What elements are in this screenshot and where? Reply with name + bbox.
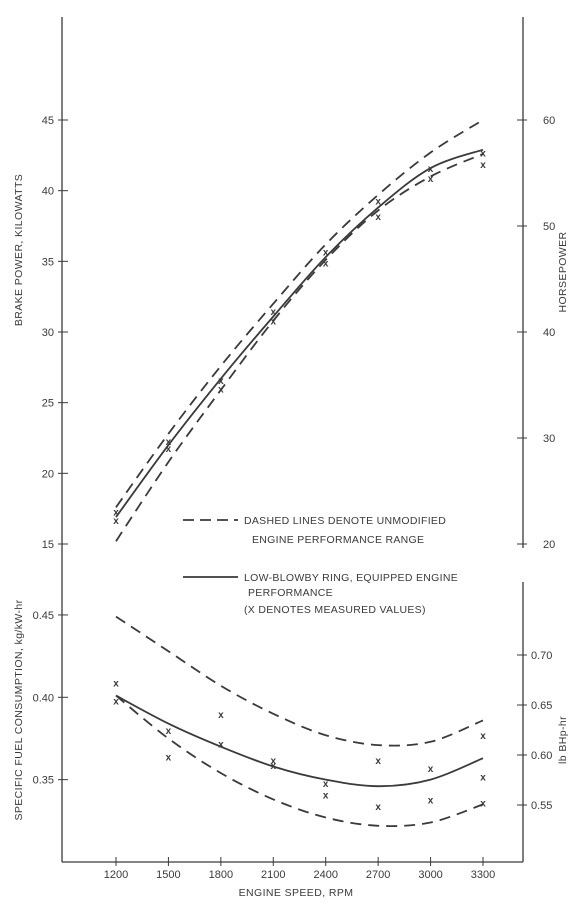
top-right-tick-label: 60	[543, 115, 555, 127]
power-measured-marker: x	[218, 376, 224, 387]
legend-solid-line2: PERFORMANCE	[248, 587, 333, 599]
fuel-measured-marker: x	[480, 799, 486, 810]
fuel-measured-marker: x	[218, 739, 224, 750]
fuel-series-solid-2	[115, 694, 484, 788]
fuel-measured-marker: x	[271, 761, 277, 772]
bottom-ylabel: SPECIFIC FUEL CONSUMPTION, kg/kW-hr	[13, 599, 25, 820]
top-ylabel: BRAKE POWER, KILOWATTS	[13, 174, 25, 326]
x-tick-label: 1500	[156, 869, 180, 881]
legend: DASHED LINES DENOTE UNMODIFIED ENGINE PE…	[183, 515, 458, 616]
power-measured-marker: x	[480, 149, 486, 160]
x-tick-label: 2400	[313, 869, 337, 881]
power-measured-marker: x	[271, 307, 277, 318]
fuel-measured-marker: x	[218, 710, 224, 721]
x-axis-label: ENGINE SPEED, RPM	[239, 887, 354, 899]
power-measured-marker: x	[375, 197, 381, 208]
x-tick-label: 3000	[418, 869, 442, 881]
power-series-solid-2	[115, 148, 484, 518]
fuel-measured-marker: x	[113, 678, 119, 689]
fuel-series-dashed-1	[115, 694, 484, 828]
top-right-tick-label: 50	[543, 221, 555, 233]
fuel-measured-marker: x	[323, 790, 329, 801]
top-left-tick-label: 40	[42, 186, 54, 198]
power-measured-marker: x	[428, 164, 434, 175]
power-measured-marker: x	[113, 516, 119, 527]
power-measured-marker: x	[218, 385, 224, 396]
fuel-measured-marker: x	[428, 764, 434, 775]
fuel-measured-marker: x	[480, 731, 486, 742]
bottom-right-tick-label: 0.70	[531, 650, 552, 662]
power-measured-marker: x	[113, 507, 119, 518]
fuel-measured-marker: x	[375, 756, 381, 767]
fuel-measured-marker: x	[428, 795, 434, 806]
fuel-measured-marker: x	[480, 772, 486, 783]
series-curves	[115, 119, 484, 828]
bottom-right-tick-label: 0.60	[531, 750, 552, 762]
top-right-tick-label: 20	[543, 539, 555, 551]
fuel-measured-marker: x	[323, 779, 329, 790]
fuel-measured-marker: x	[166, 726, 172, 737]
top-right-tick-label: 30	[543, 433, 555, 445]
bottom-left-tick-label: 0.40	[33, 692, 54, 704]
power-measured-marker: x	[428, 174, 434, 185]
top-left-tick-label: 15	[42, 539, 54, 551]
top-right-tick-label: 40	[543, 327, 555, 339]
power-measured-marker: x	[323, 247, 329, 258]
x-tick-label: 3300	[471, 869, 495, 881]
power-measured-marker: x	[375, 212, 381, 223]
power-measured-marker: x	[166, 437, 172, 448]
power-series-dashed-0	[115, 119, 484, 508]
top-left-tick-label: 30	[42, 327, 54, 339]
fuel-measured-marker: x	[375, 802, 381, 813]
top-left-tick-label: 25	[42, 398, 54, 410]
x-tick-label: 2100	[261, 869, 285, 881]
top-left-tick-label: 35	[42, 256, 54, 268]
power-measured-marker: x	[166, 444, 172, 455]
fuel-measured-marker: x	[113, 697, 119, 708]
fuel-measured-marker: x	[271, 756, 277, 767]
bottom-left-tick-label: 0.45	[33, 610, 54, 622]
fuel-series-dashed-0	[115, 615, 484, 747]
top-left-tick-label: 20	[42, 468, 54, 480]
bottom-ylabel-right: lb BHp-hr	[557, 716, 569, 764]
bottom-right-tick-label: 0.55	[531, 800, 552, 812]
x-tick-label: 2700	[366, 869, 390, 881]
legend-solid-line3: (X DENOTES MEASURED VALUES)	[244, 604, 426, 616]
top-ylabel-right: HORSEPOWER	[557, 231, 569, 312]
legend-solid-line1: LOW-BLOWBY RING, EQUIPPED ENGINE	[244, 572, 458, 584]
bottom-right-tick-label: 0.65	[531, 700, 552, 712]
power-measured-marker: x	[271, 317, 277, 328]
power-measured-marker: x	[323, 259, 329, 270]
power-measured-marker: x	[480, 160, 486, 171]
axis-ticks: 15 20 25 30 35 40 45 20 30 40 50 60 0.35 0.40 0.45 0.55…	[33, 115, 556, 881]
legend-dashed-line2: ENGINE PERFORMANCE RANGE	[252, 534, 424, 546]
legend-dashed-line1: DASHED LINES DENOTE UNMODIFIED	[244, 515, 446, 527]
top-left-tick-label: 45	[42, 115, 54, 127]
chart-frame	[61, 17, 524, 863]
power-series-dashed-1	[115, 153, 484, 542]
x-tick-label: 1800	[209, 869, 233, 881]
fuel-measured-marker: x	[166, 753, 172, 764]
bottom-left-tick-label: 0.35	[33, 775, 54, 787]
x-tick-label: 1200	[104, 869, 128, 881]
